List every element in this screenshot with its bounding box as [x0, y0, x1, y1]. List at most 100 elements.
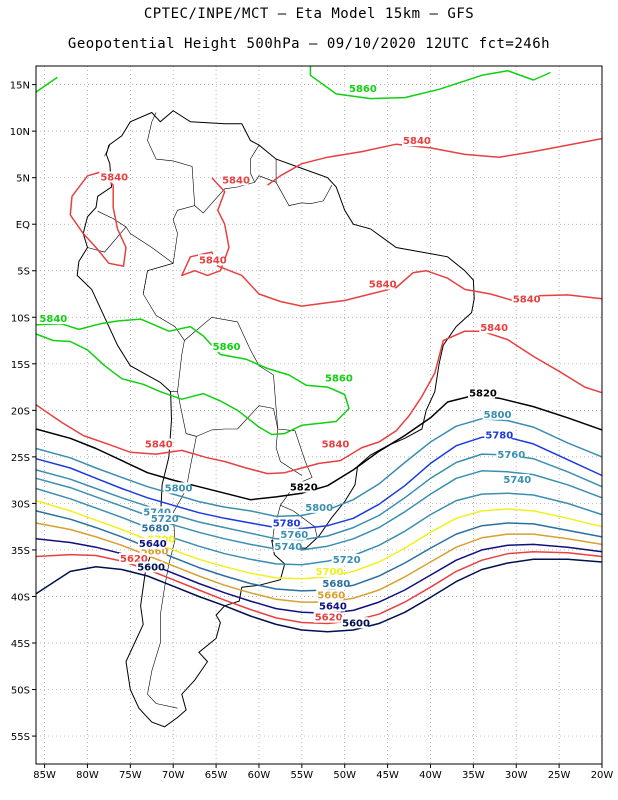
- lat-tick-label: 25S: [11, 453, 30, 464]
- contour-label-bg: [271, 517, 299, 529]
- lat-lon-grid: [36, 66, 603, 764]
- height-contours: [35, 66, 603, 633]
- contour-label: 5720: [333, 555, 361, 566]
- country-border: [184, 316, 318, 538]
- contour-label-bg: [484, 429, 512, 441]
- contour-label: 5740: [503, 475, 531, 486]
- contour-label: 5700: [316, 567, 344, 578]
- contour-line-5680: [35, 510, 603, 592]
- contour-line-5840: [35, 330, 603, 475]
- contour-label-bg: [468, 387, 496, 399]
- contour-label-bg: [304, 501, 332, 513]
- lat-tick-label: 5S: [17, 267, 30, 278]
- contour-label-bg: [313, 611, 341, 623]
- lat-tick-label: 55S: [11, 732, 30, 743]
- contour-label-bg: [320, 438, 348, 450]
- lon-tick-label: 20W: [591, 770, 614, 781]
- lon-tick-label: 50W: [333, 770, 356, 781]
- contour-label-bg: [318, 600, 345, 612]
- country-border: [104, 144, 111, 157]
- contour-line-5720: [35, 487, 603, 566]
- axis-ticks: 15N 10N 5N EQ 5S 10S 15S 20S 25S 30S 35S 40S 45S 50S 5…: [10, 81, 614, 781]
- contour-label-bg: [163, 482, 191, 494]
- contour-line-5840: [267, 137, 603, 186]
- contour-label: 5680: [322, 579, 350, 590]
- contour-label: 5780: [273, 519, 301, 530]
- contour-label: 5600: [137, 562, 165, 573]
- contour-label-bg: [273, 540, 301, 552]
- contour-label: 5860: [213, 342, 241, 353]
- contour-line-5700: [35, 499, 603, 580]
- map-title-line1: CPTEC/INPE/MCT – Eta Model 15km – GFS: [143, 6, 475, 22]
- contour-label: 5780: [485, 430, 513, 441]
- contour-label: 5840: [513, 294, 541, 305]
- country-border: [196, 428, 238, 437]
- contour-line-5740: [35, 470, 603, 551]
- contour-labels: 5860 5840 5860 5860 5840 5840 5840 5840 5840 5840…: [38, 83, 541, 629]
- contour-label: 5760: [280, 530, 308, 541]
- contour-label: 5860: [349, 84, 377, 95]
- lon-tick-label: 25W: [548, 770, 571, 781]
- lon-tick-label: 35W: [462, 770, 485, 781]
- contour-label: 5840: [369, 279, 397, 290]
- contour-label-bg: [143, 438, 171, 450]
- contour-label: 5620: [315, 613, 343, 624]
- contour-label: 5740: [143, 508, 171, 519]
- contour-label-bg: [496, 448, 524, 460]
- contour-label: 5800: [484, 410, 512, 421]
- lat-tick-label: 10N: [10, 127, 30, 138]
- contour-line-5600: [35, 558, 603, 633]
- contour-label-bg: [402, 135, 430, 147]
- lat-tick-label: 30S: [11, 499, 30, 510]
- lat-tick-label: 15S: [11, 360, 30, 371]
- contour-label: 5840: [39, 314, 67, 325]
- lat-tick-label: 50S: [11, 686, 30, 697]
- contour-label: 5660: [141, 547, 169, 558]
- lat-tick-label: 15N: [10, 81, 30, 92]
- contour-label: 5860: [325, 373, 353, 384]
- contour-label-bg: [149, 513, 177, 525]
- lat-tick-label: EQ: [16, 220, 30, 231]
- contour-label: 5620: [120, 554, 148, 565]
- contour-label: 5640: [139, 539, 167, 550]
- contour-label: 5800: [165, 483, 193, 494]
- lon-tick-label: 55W: [291, 770, 314, 781]
- lon-tick-label: 80W: [76, 770, 99, 781]
- contour-label-bg: [136, 561, 164, 573]
- contour-label-bg: [99, 171, 127, 183]
- coastline-borders: [76, 110, 475, 728]
- contour-label: 5820: [290, 482, 318, 493]
- lon-tick-label: 45W: [376, 770, 399, 781]
- lat-tick-label: 10S: [11, 313, 30, 324]
- contour-label-bg: [38, 312, 66, 324]
- lon-tick-label: 70W: [162, 770, 185, 781]
- lon-tick-label: 75W: [119, 770, 142, 781]
- contour-label-bg: [139, 545, 167, 557]
- contour-label: 5720: [151, 514, 179, 525]
- contour-label-bg: [137, 538, 165, 550]
- country-border: [237, 405, 302, 476]
- contour-label-bg: [511, 293, 539, 305]
- contour-line-5860: [35, 76, 58, 93]
- contour-label: 5640: [319, 602, 347, 613]
- contour-label-bg: [119, 553, 147, 565]
- contour-line-5760: [35, 453, 603, 541]
- contour-label-bg: [314, 566, 342, 578]
- map-title-line2: Geopotential Height 500hPa – 09/10/2020 …: [67, 36, 551, 52]
- contour-label-bg: [341, 617, 369, 629]
- contour-label-bg: [279, 528, 307, 540]
- contour-line-5860: [35, 318, 350, 436]
- contour-label: 5760: [497, 450, 525, 461]
- contour-label: 5660: [317, 590, 345, 601]
- contour-label-bg: [479, 322, 507, 334]
- contour-label-bg: [142, 506, 170, 518]
- contour-label-bg: [288, 481, 316, 493]
- contour-label-bg: [211, 340, 239, 352]
- contour-label: 5840: [322, 440, 350, 451]
- contour-label: 5840: [145, 440, 173, 451]
- contour-label-bg: [221, 174, 249, 186]
- lat-tick-label: 20S: [11, 406, 30, 417]
- contour-line-5620: [35, 551, 603, 625]
- lon-tick-label: 65W: [205, 770, 228, 781]
